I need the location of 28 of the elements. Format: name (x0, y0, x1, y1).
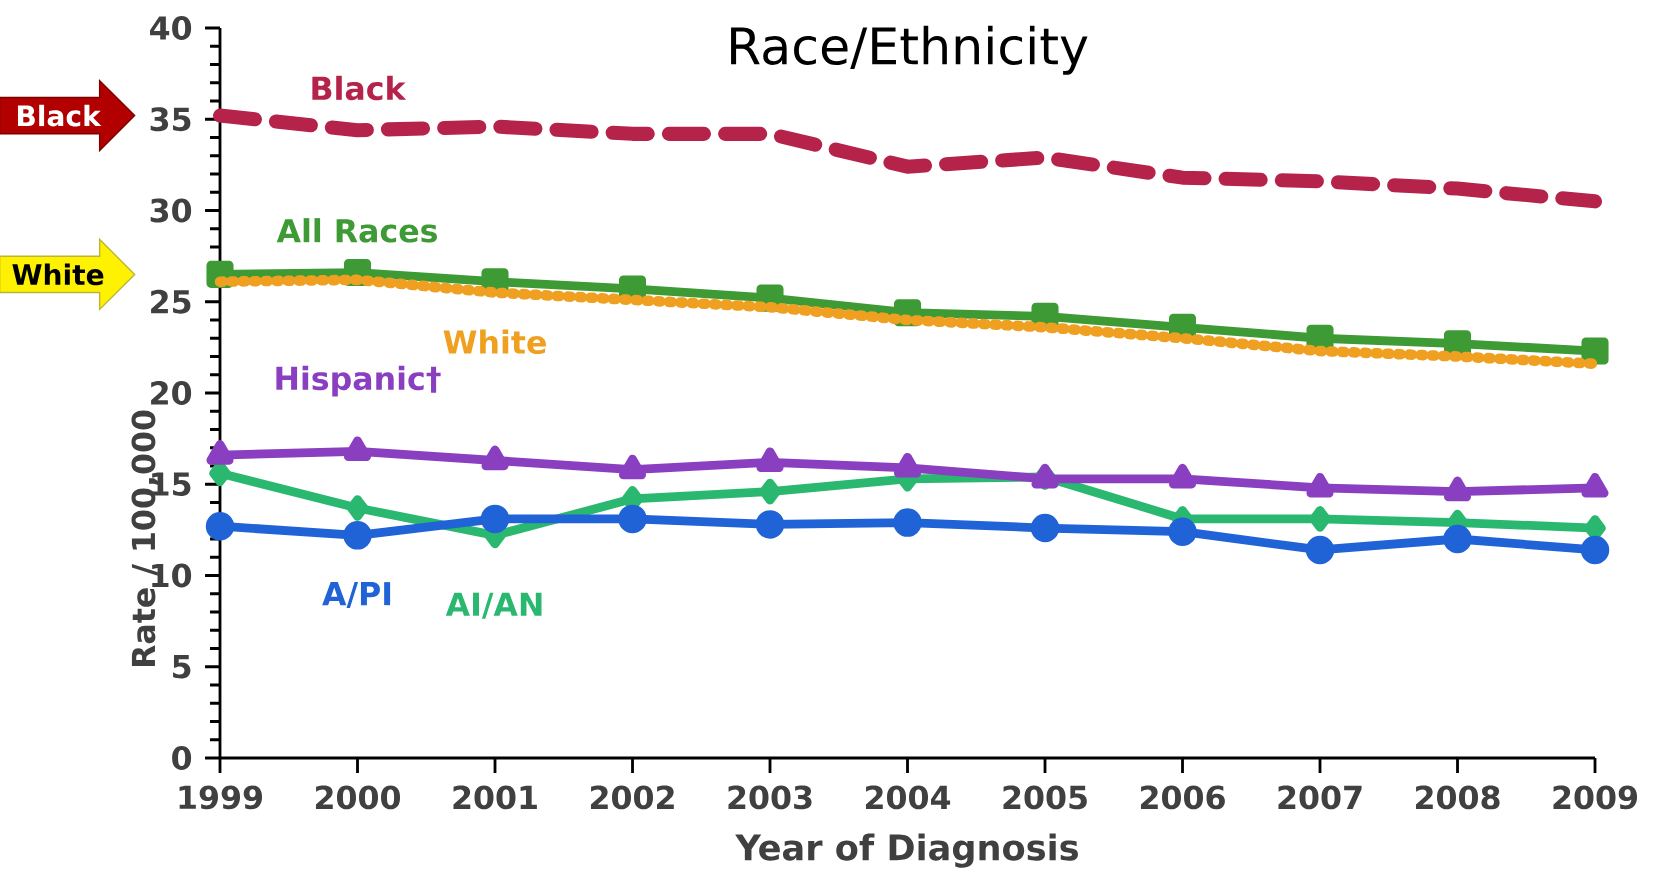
series-label: Black (312, 75, 407, 101)
x-tick-label: 2000 (315, 785, 401, 810)
y-tick-label: 35 (150, 107, 191, 132)
series-label: Hispanic† (276, 365, 441, 397)
series-label: AI/AN (445, 592, 542, 619)
text: Black (17, 104, 102, 127)
y-tick-label: 40 (150, 16, 192, 40)
x-tick-label: 2003 (728, 785, 812, 810)
y-tick-label: 5 (173, 655, 191, 679)
x-tick-label: 2005 (1003, 785, 1087, 810)
x-tick-label: 2009 (1553, 785, 1638, 810)
chart-title: Race/Ethnicity (731, 25, 1088, 75)
x-tick-label: 2008 (1415, 785, 1500, 810)
x-tick-label: 2002 (590, 785, 674, 810)
x-tick-label: 2007 (1278, 785, 1362, 810)
x-tick-label: 2006 (1140, 785, 1225, 810)
y-tick-label: 20 (151, 381, 192, 405)
series-label: All Races (276, 218, 437, 243)
x-tick-label: 1999 (179, 785, 263, 810)
y-tick-label: 30 (150, 198, 192, 223)
y-tick-label: 25 (151, 289, 191, 314)
y-tick-label: 0 (172, 746, 192, 770)
x-axis-title: Year of Diagnosis (735, 833, 1078, 868)
series-label: White (443, 329, 546, 355)
x-tick-label: 2001 (453, 785, 537, 810)
series-label: A/PI (322, 582, 391, 609)
text: White (12, 263, 104, 286)
x-tick-label: 2004 (865, 785, 951, 810)
